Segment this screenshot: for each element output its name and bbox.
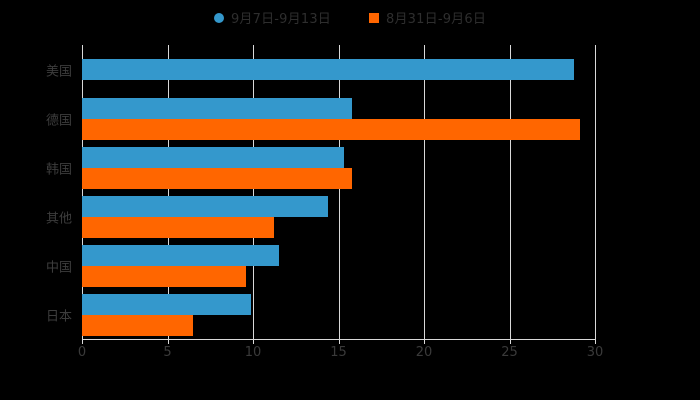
gridline-x-3 (338, 45, 340, 339)
bar-0-4[interactable] (82, 244, 279, 266)
x-tick-label-0: 0 (77, 345, 87, 360)
bar-1-1[interactable] (82, 118, 580, 140)
legend-square-marker-icon (369, 12, 379, 23)
x-tick-mark-5 (509, 339, 511, 344)
gridline-x-4 (424, 45, 425, 339)
x-tick-label-3: 15 (330, 345, 347, 360)
x-tick-label-6: 30 (586, 345, 604, 360)
chart-legend: 9月7日-9月13日 8月31日-9月6日 (0, 8, 700, 27)
bar-0-1[interactable] (82, 97, 353, 119)
legend-circle-marker-icon (213, 12, 224, 23)
gridline-x-6 (595, 45, 596, 339)
gridline-x-5 (509, 45, 511, 339)
x-tick-label-2: 10 (244, 345, 262, 360)
x-tick-label-1: 5 (163, 345, 172, 360)
bar-0-2[interactable] (82, 146, 344, 168)
x-tick-mark-4 (424, 339, 425, 344)
gridline-x-1 (167, 45, 169, 339)
legend-item-1[interactable]: 8月31日-9月6日 (369, 8, 486, 27)
gridline-x-2 (253, 45, 254, 339)
y-tick-label-0: 美国 (45, 64, 72, 79)
y-tick-label-4: 中国 (45, 260, 72, 275)
x-tick-mark-2 (253, 339, 254, 344)
x-tick-mark-3 (338, 339, 340, 344)
y-tick-label-3: 其他 (45, 211, 72, 226)
bar-1-2[interactable] (82, 167, 353, 189)
y-tick-label-5: 日本 (45, 309, 72, 324)
bar-1-5[interactable] (82, 314, 194, 336)
bar-0-0[interactable] (82, 59, 575, 80)
x-tick-mark-6 (595, 339, 596, 344)
y-tick-label-1: 德国 (45, 113, 72, 128)
legend-label-0: 9月7日-9月13日 (230, 12, 331, 27)
bar-0-3[interactable] (82, 195, 329, 217)
legend-label-1: 8月31日-9月6日 (386, 12, 487, 27)
plot-area (82, 45, 596, 339)
y-tick-label-2: 韩国 (45, 162, 72, 177)
gridline-x-0 (82, 45, 83, 339)
x-tick-label-4: 20 (415, 345, 433, 360)
x-tick-mark-1 (167, 339, 169, 344)
x-tick-label-5: 25 (501, 345, 518, 360)
bar-1-3[interactable] (82, 216, 274, 238)
x-tick-mark-0 (82, 339, 83, 344)
bar-1-4[interactable] (82, 265, 247, 287)
bar-0-5[interactable] (82, 293, 252, 315)
legend-item-0[interactable]: 9月7日-9月13日 (213, 8, 331, 27)
